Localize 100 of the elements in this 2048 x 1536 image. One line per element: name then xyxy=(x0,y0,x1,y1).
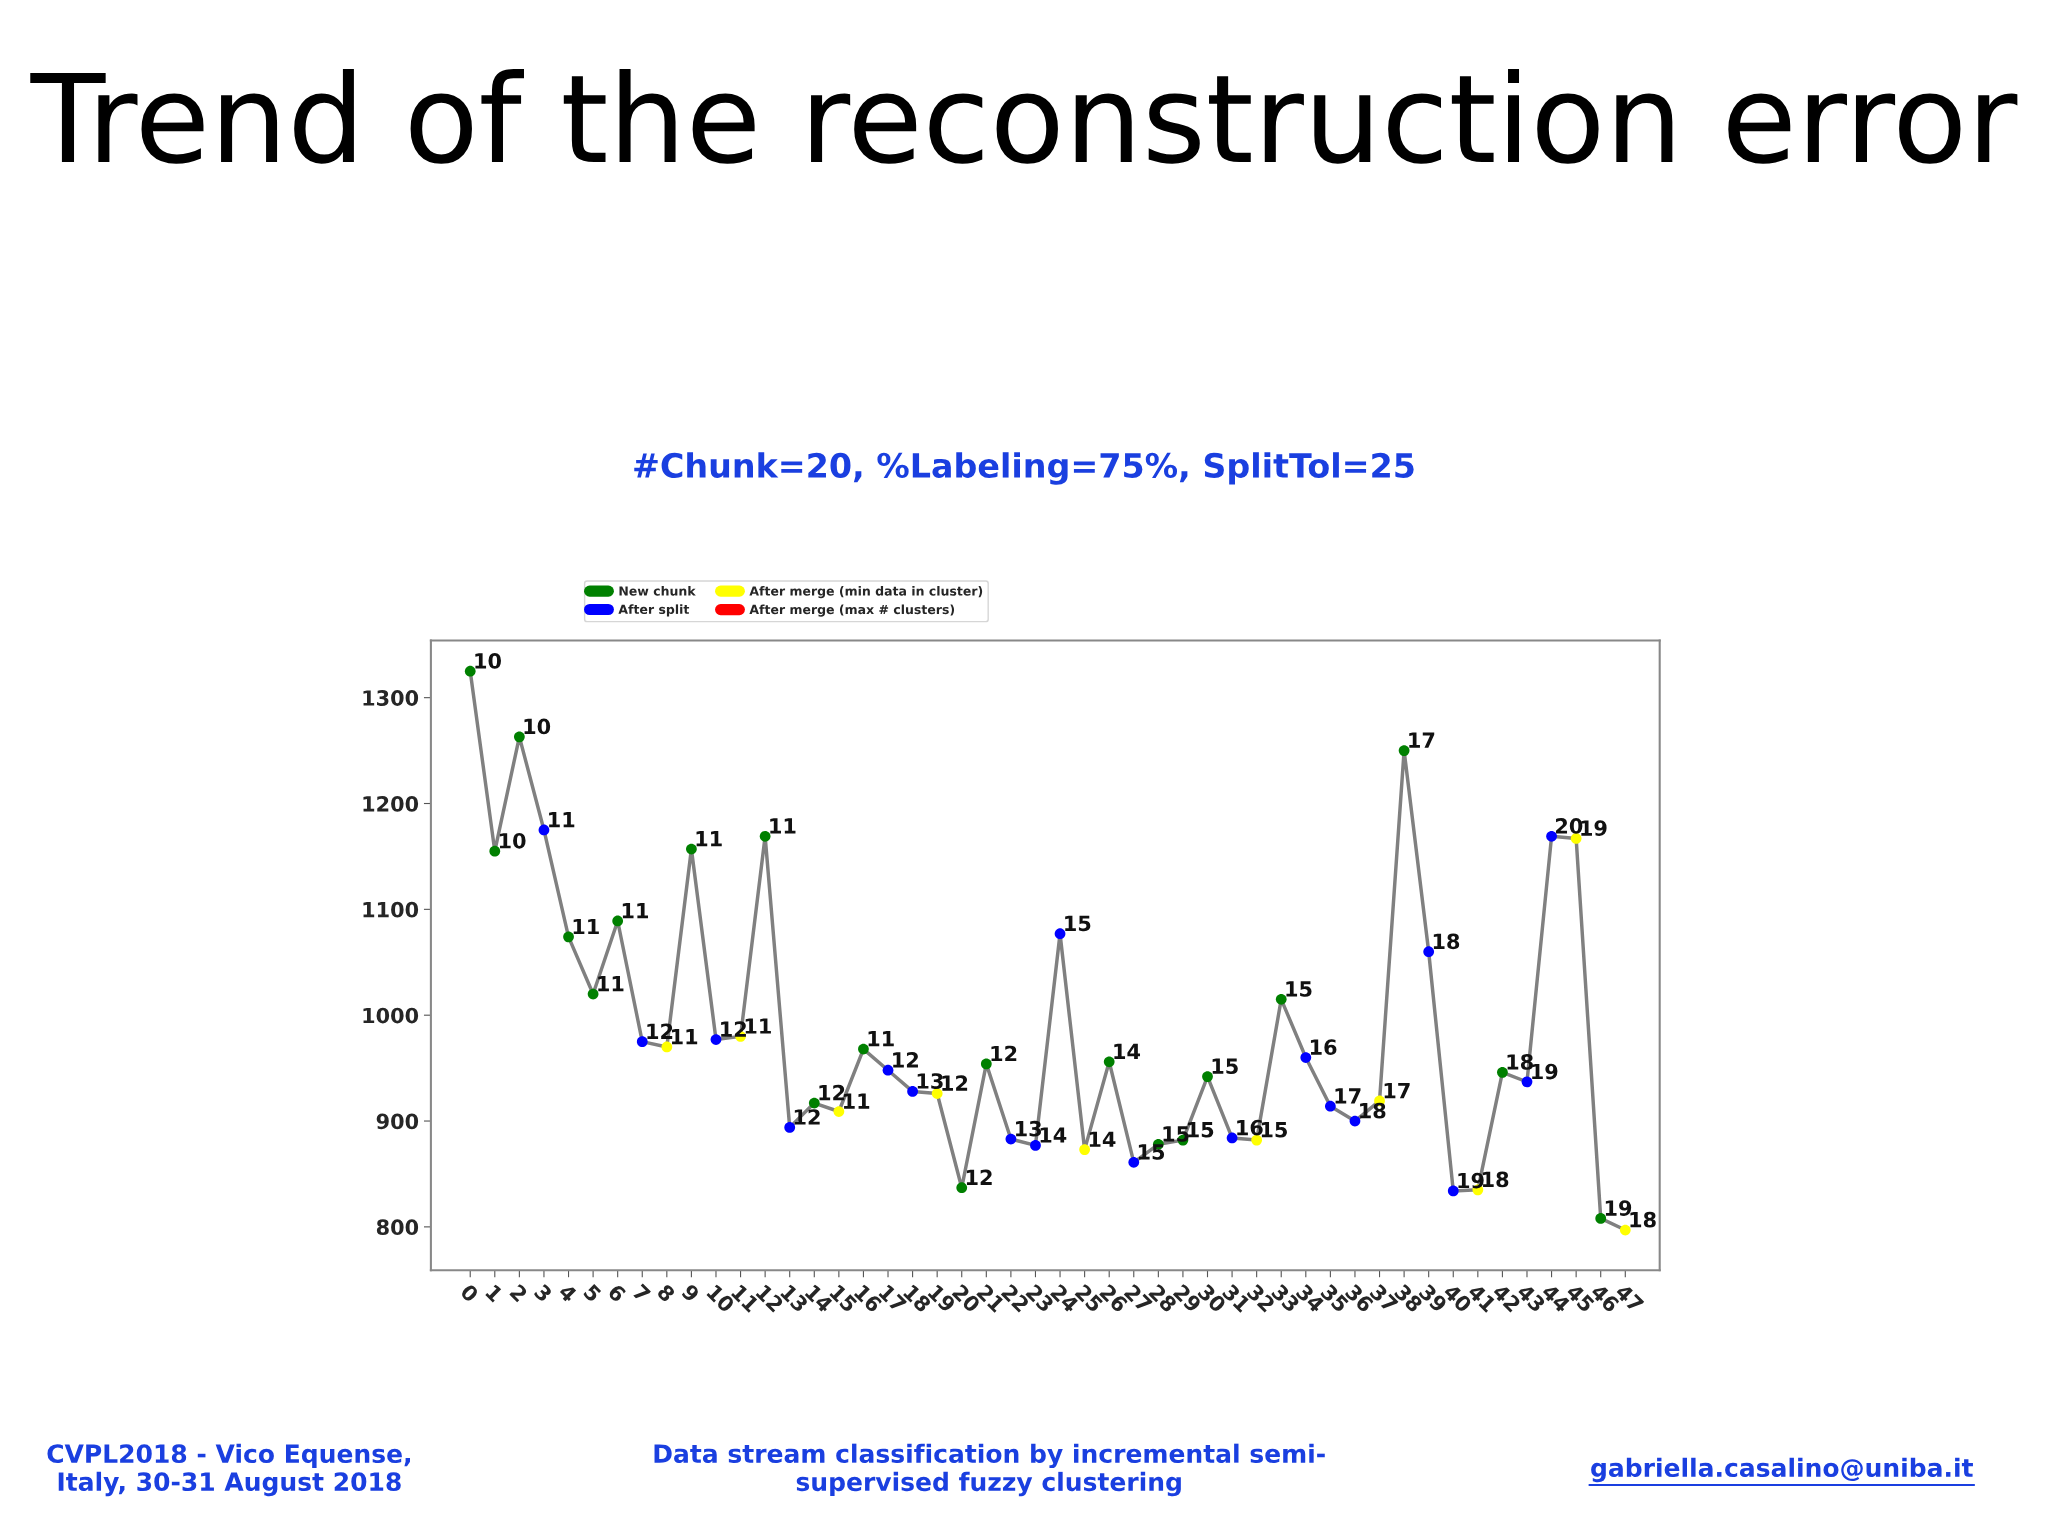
point xyxy=(1325,1100,1336,1112)
x-tick-label: 1 xyxy=(485,1284,504,1303)
x-tick-label: 9 xyxy=(680,1283,701,1303)
annotation: 15 xyxy=(1138,1144,1165,1160)
annotation: 11 xyxy=(573,918,599,935)
annotation: 18 xyxy=(1630,1211,1656,1228)
text: gabriella.casalino@uniba.it xyxy=(1591,1457,1973,1483)
point xyxy=(1619,1224,1631,1236)
x-tick-label: 3 xyxy=(533,1283,553,1303)
annotation: 10 xyxy=(475,652,501,669)
point xyxy=(612,915,624,927)
point xyxy=(538,824,550,836)
annotation: 18 xyxy=(1433,933,1460,950)
annotation: 11 xyxy=(549,812,575,828)
point xyxy=(980,1058,992,1070)
annotation: 12 xyxy=(942,1075,968,1091)
annotation: 19 xyxy=(1581,820,1607,836)
annotation: 12 xyxy=(991,1045,1017,1062)
annotation: 12 xyxy=(721,1021,746,1037)
point xyxy=(1521,1076,1533,1088)
annotation: 11 xyxy=(598,976,624,992)
annotation: 18 xyxy=(1360,1102,1386,1119)
annotation: 15 xyxy=(1065,915,1091,932)
annotation: 13 xyxy=(917,1073,943,1089)
point xyxy=(1595,1213,1607,1224)
y-tick-label: 1100 xyxy=(363,901,419,918)
annotation: 14 xyxy=(1040,1127,1067,1143)
point xyxy=(784,1122,796,1133)
point xyxy=(1103,1056,1115,1068)
legend-label: New chunk xyxy=(619,586,696,596)
point xyxy=(1226,1132,1238,1144)
annotation: 15 xyxy=(1212,1058,1238,1075)
x-tick-label: 8 xyxy=(656,1283,676,1303)
y-tick-label: 800 xyxy=(376,1219,419,1236)
point xyxy=(1054,928,1066,940)
point xyxy=(833,1106,845,1117)
point xyxy=(1128,1156,1140,1168)
y-tick-label: 1300 xyxy=(363,690,419,706)
annotation: 19 xyxy=(1458,1172,1484,1189)
annotation: 15 xyxy=(1261,1122,1287,1138)
point xyxy=(1423,946,1435,958)
annotation: 17 xyxy=(1409,732,1435,748)
point xyxy=(759,830,771,842)
annotation: 19 xyxy=(1532,1063,1558,1080)
y-tick-label: 900 xyxy=(376,1113,419,1130)
point xyxy=(686,843,697,855)
point xyxy=(1275,993,1287,1005)
annotation: 11 xyxy=(696,831,722,847)
point xyxy=(1030,1140,1041,1151)
point xyxy=(907,1086,918,1097)
annotation: 17 xyxy=(1335,1088,1361,1104)
annotation: 12 xyxy=(893,1051,918,1068)
legend-label: After merge (max # clusters) xyxy=(749,604,955,617)
point xyxy=(1300,1052,1312,1063)
annotation: 20 xyxy=(1555,818,1583,834)
annotation: 15 xyxy=(1163,1126,1189,1142)
point xyxy=(563,931,574,943)
point xyxy=(1202,1071,1213,1082)
annotation: 10 xyxy=(524,718,551,735)
annotation: 19 xyxy=(1605,1200,1632,1216)
point xyxy=(1079,1144,1090,1155)
annotation: 16 xyxy=(1237,1119,1263,1136)
annotation: 13 xyxy=(1016,1120,1042,1137)
annotation: 18 xyxy=(1482,1171,1509,1188)
chart-title: Trend of the reconstruction error xyxy=(30,69,2018,164)
point xyxy=(858,1043,869,1055)
point xyxy=(882,1064,894,1076)
point xyxy=(808,1097,820,1109)
x-tick-label: 4 xyxy=(557,1283,578,1303)
annotation: 11 xyxy=(671,1028,698,1045)
annotation: 17 xyxy=(1384,1082,1410,1099)
y-tick-label: 1000 xyxy=(363,1007,419,1024)
point xyxy=(464,665,476,677)
annotation: 15 xyxy=(1286,981,1312,997)
annotation: 11 xyxy=(843,1093,870,1109)
point xyxy=(661,1041,673,1053)
point xyxy=(1447,1185,1459,1197)
annotation: 12 xyxy=(819,1084,845,1101)
point xyxy=(1005,1133,1017,1145)
annotation: 14 xyxy=(1089,1131,1116,1147)
annotation: 11 xyxy=(745,1018,771,1034)
x-tick-label: 7 xyxy=(632,1283,651,1303)
x-tick-label: 6 xyxy=(607,1283,627,1303)
point xyxy=(1546,830,1557,842)
point xyxy=(956,1182,968,1194)
annotation: 14 xyxy=(1114,1043,1141,1059)
x-tick-label: 2 xyxy=(509,1283,529,1303)
point xyxy=(1398,745,1410,756)
annotation: 12 xyxy=(966,1169,992,1185)
point xyxy=(489,845,501,857)
annotation: 12 xyxy=(794,1109,820,1125)
annotation: 15 xyxy=(1188,1122,1214,1138)
point xyxy=(1497,1066,1508,1078)
annotation: 10 xyxy=(499,832,526,849)
text: CVPL2018 - Vico Equense, Italy, 30-31 August 2018 xyxy=(47,1443,410,1497)
legend-label: After split xyxy=(618,604,690,617)
point xyxy=(513,731,525,743)
annotation: 18 xyxy=(1507,1054,1533,1070)
annotation: 11 xyxy=(868,1031,894,1047)
annotation: 11 xyxy=(770,818,796,834)
